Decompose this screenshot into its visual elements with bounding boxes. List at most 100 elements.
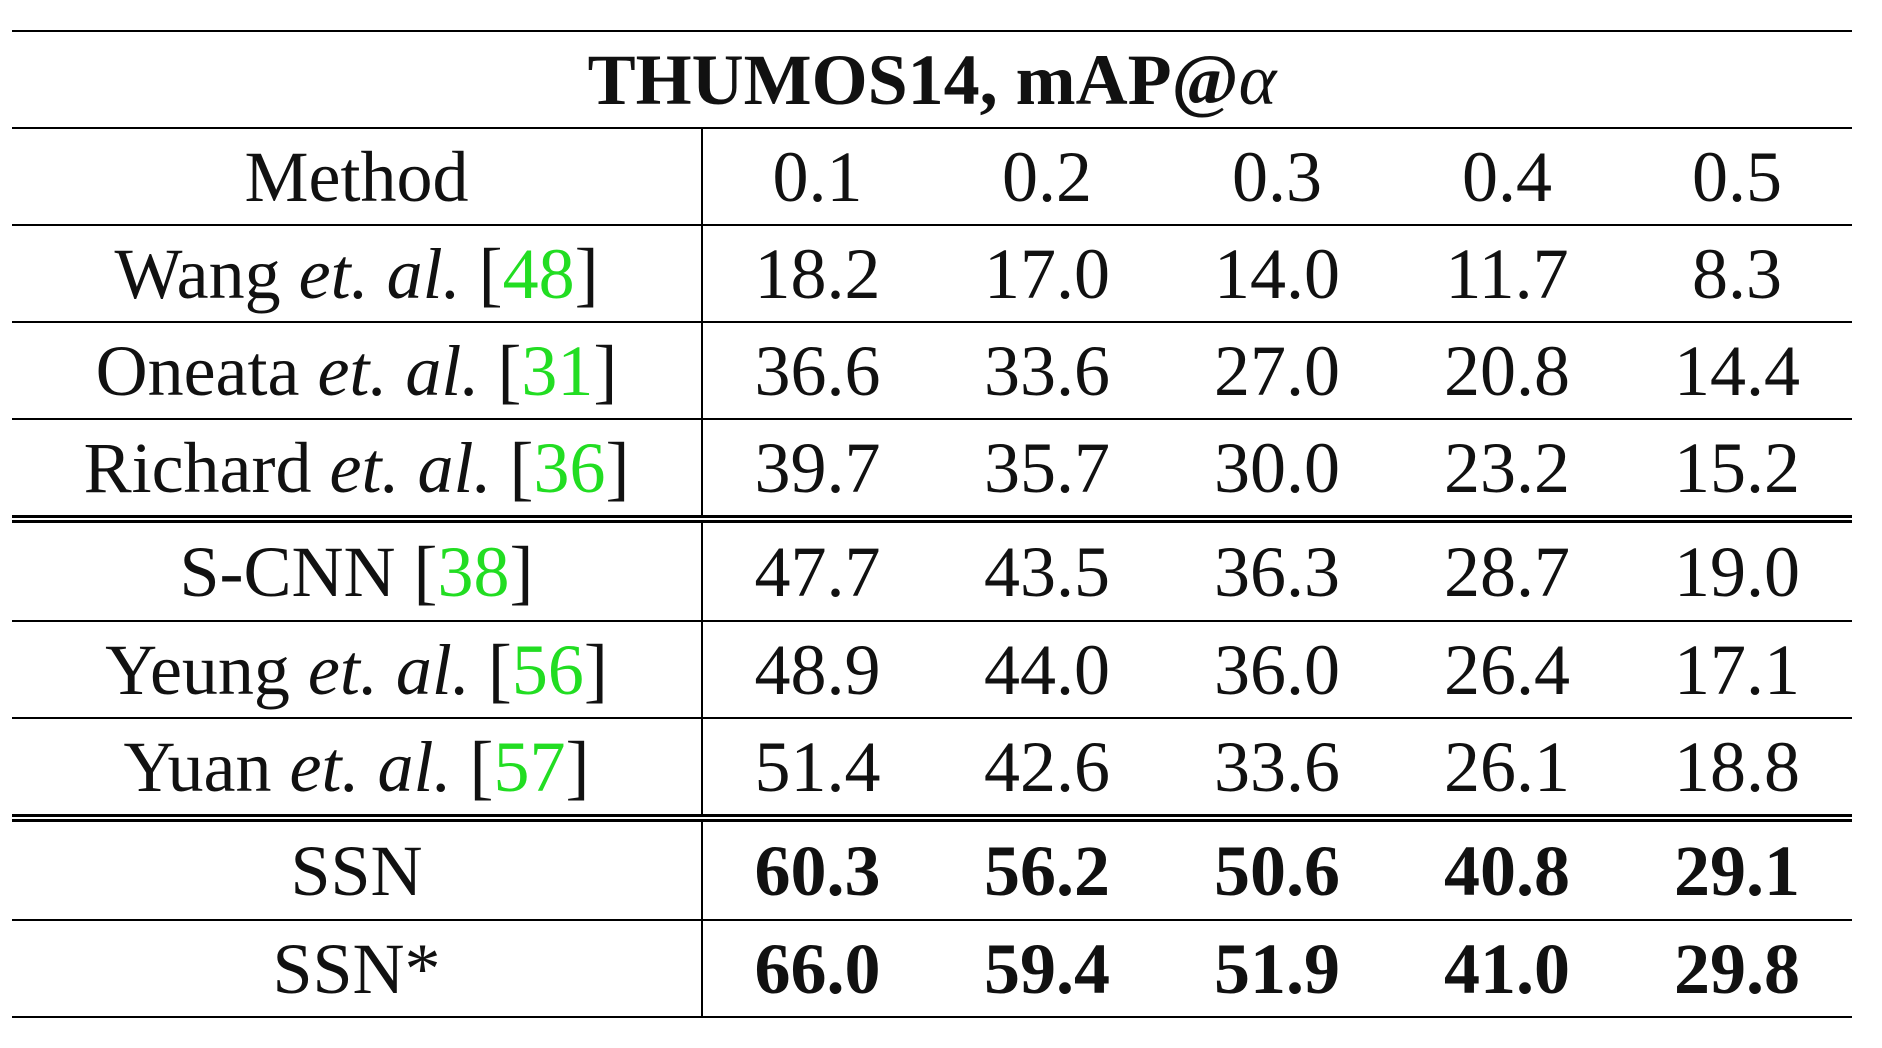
- value-cell: 29.8: [1622, 919, 1852, 1018]
- value-cell: 28.7: [1392, 515, 1622, 621]
- text-segment: [: [487, 629, 512, 710]
- method-cell: Wang et. al. [48]: [12, 224, 703, 322]
- value-cell: 51.9: [1162, 919, 1392, 1018]
- text-segment: Yeung: [105, 629, 308, 710]
- value-cell: 26.1: [1392, 717, 1622, 818]
- value-cell: 30.0: [1162, 418, 1392, 519]
- value-cell: 20.8: [1392, 321, 1622, 419]
- value-cell: 18.2: [702, 224, 932, 322]
- text-segment: et. al.: [298, 233, 479, 314]
- text-segment: ]: [574, 233, 599, 314]
- value-cell: 51.4: [702, 717, 932, 818]
- method-cell: Oneata et. al. [31]: [12, 321, 703, 419]
- method-cell: SSN: [12, 814, 703, 920]
- text-segment: SSN*: [272, 928, 441, 1009]
- value-cell: 44.0: [932, 620, 1162, 718]
- value-cell: 26.4: [1392, 620, 1622, 718]
- value-cell: 33.6: [932, 321, 1162, 419]
- title-row: THUMOS14, mAP@α: [12, 30, 1852, 128]
- value-cell: 41.0: [1392, 919, 1622, 1018]
- value-cell: 15.2: [1622, 418, 1852, 519]
- text-segment: ]: [593, 330, 618, 411]
- text-segment: [: [413, 531, 438, 612]
- text-segment: et. al.: [329, 427, 510, 508]
- data-row: Yeung et. al. [56] 48.9 44.0 36.0 26.4 17.1: [12, 620, 1852, 718]
- text-segment: Yuan: [123, 726, 290, 807]
- text-segment: [: [478, 233, 503, 314]
- text-segment: SSN: [290, 830, 423, 911]
- method-cell: Yuan et. al. [57]: [12, 717, 703, 818]
- value-cell: 19.0: [1622, 515, 1852, 621]
- table-title: THUMOS14, mAP@α: [12, 30, 1852, 128]
- table-body: THUMOS14, mAP@α Method 0.1 0.2 0.3 0.4 0.5 Wang…: [12, 30, 1852, 1018]
- header-row: Method 0.1 0.2 0.3 0.4 0.5: [12, 127, 1852, 225]
- text-segment: [: [469, 726, 494, 807]
- value-cell: 11.7: [1392, 224, 1622, 322]
- method-cell: Richard et. al. [36]: [12, 418, 703, 519]
- text-segment: Richard: [83, 427, 330, 508]
- data-row: SSN 60.3 56.2 50.6 40.8 29.1: [12, 814, 1852, 920]
- value-cell: 14.0: [1162, 224, 1392, 322]
- text-segment: ]: [605, 427, 630, 508]
- header-cell: 0.5: [1622, 127, 1852, 225]
- value-cell: 14.4: [1622, 321, 1852, 419]
- value-cell: 29.1: [1622, 814, 1852, 920]
- data-row: Oneata et. al. [31] 36.6 33.6 27.0 20.8 14.4: [12, 321, 1852, 419]
- value-cell: 60.3: [702, 814, 932, 920]
- value-cell: 47.7: [702, 515, 932, 621]
- value-cell: 56.2: [932, 814, 1162, 920]
- value-cell: 36.0: [1162, 620, 1392, 718]
- text-segment: 36: [533, 427, 606, 508]
- value-cell: 27.0: [1162, 321, 1392, 419]
- value-cell: 17.0: [932, 224, 1162, 322]
- text-segment: et. al.: [289, 726, 470, 807]
- value-cell: 35.7: [932, 418, 1162, 519]
- data-row: Wang et. al. [48] 18.2 17.0 14.0 11.7 8.3: [12, 224, 1852, 322]
- text-segment: Oneata: [95, 330, 318, 411]
- value-cell: 17.1: [1622, 620, 1852, 718]
- method-cell: SSN*: [12, 919, 703, 1018]
- value-cell: 66.0: [702, 919, 932, 1018]
- value-cell: 18.8: [1622, 717, 1852, 818]
- text-segment: ]: [509, 531, 534, 612]
- text-segment: 57: [493, 726, 566, 807]
- value-cell: 33.6: [1162, 717, 1392, 818]
- value-cell: 42.6: [932, 717, 1162, 818]
- value-cell: 40.8: [1392, 814, 1622, 920]
- method-cell: S-CNN [38]: [12, 515, 703, 621]
- text-segment: THUMOS14, mAP@: [587, 39, 1239, 120]
- value-cell: 8.3: [1622, 224, 1852, 322]
- text-segment: α: [1238, 39, 1277, 120]
- method-cell: Yeung et. al. [56]: [12, 620, 703, 718]
- value-cell: 50.6: [1162, 814, 1392, 920]
- header-cell: 0.2: [932, 127, 1162, 225]
- header-cell: 0.3: [1162, 127, 1392, 225]
- header-cell: 0.1: [702, 127, 932, 225]
- results-table: THUMOS14, mAP@α Method 0.1 0.2 0.3 0.4 0.5 Wang…: [12, 30, 1852, 1018]
- value-cell: 36.6: [702, 321, 932, 419]
- header-cell: 0.4: [1392, 127, 1622, 225]
- text-segment: Wang: [114, 233, 299, 314]
- value-cell: 43.5: [932, 515, 1162, 621]
- data-row: Yuan et. al. [57] 51.4 42.6 33.6 26.1 18.8: [12, 717, 1852, 818]
- value-cell: 23.2: [1392, 418, 1622, 519]
- data-row: S-CNN [38] 47.7 43.5 36.3 28.7 19.0: [12, 515, 1852, 621]
- data-row: Richard et. al. [36] 39.7 35.7 30.0 23.2 15.2: [12, 418, 1852, 519]
- text-segment: et. al.: [307, 629, 488, 710]
- value-cell: 48.9: [702, 620, 932, 718]
- value-cell: 36.3: [1162, 515, 1392, 621]
- text-segment: S-CNN: [179, 531, 414, 612]
- text-segment: ]: [565, 726, 590, 807]
- text-segment: 31: [521, 330, 594, 411]
- text-segment: [: [497, 330, 522, 411]
- text-segment: 56: [511, 629, 584, 710]
- text-segment: ]: [583, 629, 608, 710]
- header-cell: Method: [12, 127, 703, 225]
- text-segment: 48: [502, 233, 575, 314]
- value-cell: 39.7: [702, 418, 932, 519]
- value-cell: 59.4: [932, 919, 1162, 1018]
- text-segment: et. al.: [317, 330, 498, 411]
- text-segment: [: [509, 427, 534, 508]
- data-row: SSN* 66.0 59.4 51.9 41.0 29.8: [12, 919, 1852, 1018]
